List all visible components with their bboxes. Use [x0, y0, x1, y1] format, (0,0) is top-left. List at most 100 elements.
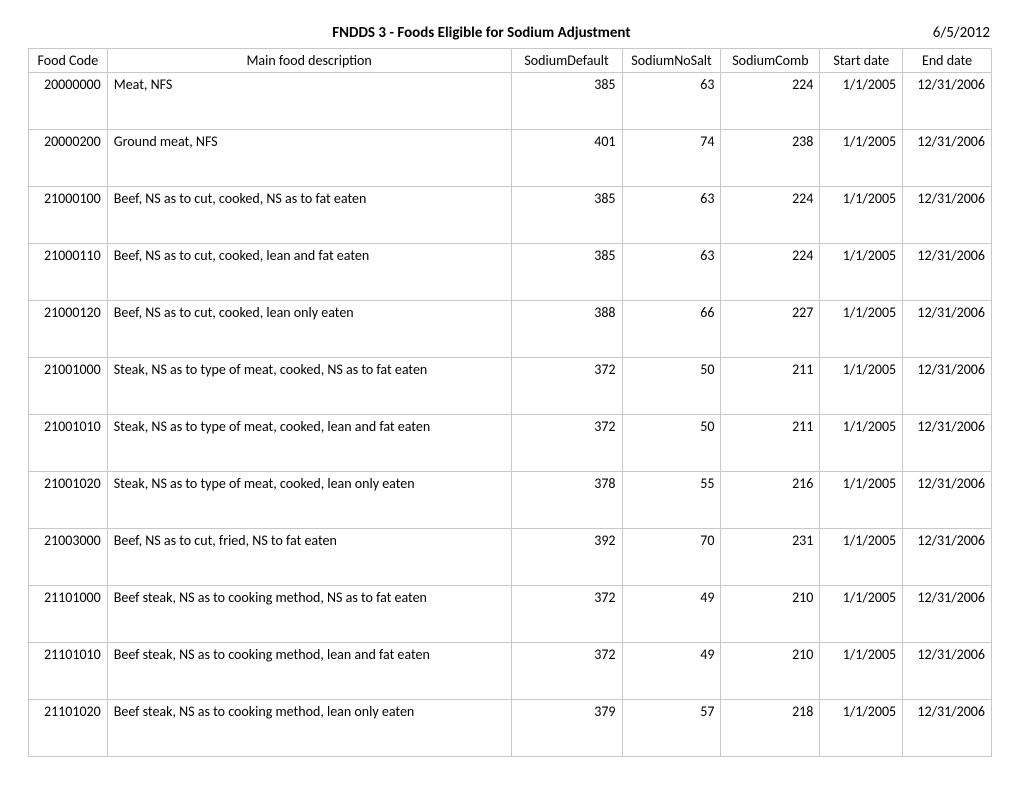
- cell-start-date: 1/1/2005: [820, 529, 903, 586]
- cell-end-date: 12/31/2006: [903, 244, 992, 301]
- cell-food-code: 21003000: [29, 529, 108, 586]
- cell-end-date: 12/31/2006: [903, 700, 992, 757]
- cell-sodium-default: 385: [511, 73, 622, 130]
- cell-sodium-default: 388: [511, 301, 622, 358]
- cell-end-date: 12/31/2006: [903, 187, 992, 244]
- table-row: 20000000Meat, NFS385632241/1/200512/31/2…: [29, 73, 992, 130]
- cell-end-date: 12/31/2006: [903, 643, 992, 700]
- cell-sodium-comb: 231: [721, 529, 820, 586]
- report-header: FNDDS 3 - Foods Eligible for Sodium Adju…: [28, 24, 992, 42]
- cell-food-code: 21001000: [29, 358, 108, 415]
- cell-description: Beef, NS as to cut, cooked, NS as to fat…: [107, 187, 511, 244]
- col-end-date: End date: [903, 49, 992, 73]
- cell-start-date: 1/1/2005: [820, 415, 903, 472]
- table-row: 21001000Steak, NS as to type of meat, co…: [29, 358, 992, 415]
- cell-description: Beef steak, NS as to cooking method, lea…: [107, 643, 511, 700]
- table-row: 21001010Steak, NS as to type of meat, co…: [29, 415, 992, 472]
- cell-start-date: 1/1/2005: [820, 187, 903, 244]
- cell-description: Beef steak, NS as to cooking method, lea…: [107, 700, 511, 757]
- table-row: 21000110Beef, NS as to cut, cooked, lean…: [29, 244, 992, 301]
- cell-food-code: 21000110: [29, 244, 108, 301]
- cell-sodium-comb: 211: [721, 358, 820, 415]
- cell-sodium-comb: 238: [721, 130, 820, 187]
- cell-start-date: 1/1/2005: [820, 700, 903, 757]
- col-sodium-nosalt: SodiumNoSalt: [622, 49, 721, 73]
- table-row: 21003000Beef, NS as to cut, fried, NS to…: [29, 529, 992, 586]
- col-sodium-comb: SodiumComb: [721, 49, 820, 73]
- cell-food-code: 21000120: [29, 301, 108, 358]
- cell-end-date: 12/31/2006: [903, 358, 992, 415]
- cell-sodium-nosalt: 57: [622, 700, 721, 757]
- cell-start-date: 1/1/2005: [820, 130, 903, 187]
- cell-description: Meat, NFS: [107, 73, 511, 130]
- cell-end-date: 12/31/2006: [903, 73, 992, 130]
- cell-end-date: 12/31/2006: [903, 415, 992, 472]
- cell-sodium-default: 378: [511, 472, 622, 529]
- cell-start-date: 1/1/2005: [820, 586, 903, 643]
- col-food-code: Food Code: [29, 49, 108, 73]
- cell-sodium-nosalt: 74: [622, 130, 721, 187]
- cell-sodium-comb: 218: [721, 700, 820, 757]
- cell-description: Steak, NS as to type of meat, cooked, NS…: [107, 358, 511, 415]
- table-row: 21001020Steak, NS as to type of meat, co…: [29, 472, 992, 529]
- report-title: FNDDS 3 - Foods Eligible for Sodium Adju…: [30, 24, 933, 42]
- cell-food-code: 21101000: [29, 586, 108, 643]
- cell-description: Beef, NS as to cut, cooked, lean and fat…: [107, 244, 511, 301]
- cell-sodium-default: 385: [511, 187, 622, 244]
- foods-table: Food Code Main food description SodiumDe…: [28, 48, 992, 757]
- cell-end-date: 12/31/2006: [903, 130, 992, 187]
- cell-food-code: 20000200: [29, 130, 108, 187]
- table-row: 21101000Beef steak, NS as to cooking met…: [29, 586, 992, 643]
- cell-sodium-default: 372: [511, 358, 622, 415]
- cell-start-date: 1/1/2005: [820, 301, 903, 358]
- cell-start-date: 1/1/2005: [820, 643, 903, 700]
- cell-sodium-nosalt: 49: [622, 586, 721, 643]
- cell-start-date: 1/1/2005: [820, 358, 903, 415]
- col-start-date: Start date: [820, 49, 903, 73]
- cell-food-code: 21001020: [29, 472, 108, 529]
- table-row: 21101010Beef steak, NS as to cooking met…: [29, 643, 992, 700]
- cell-end-date: 12/31/2006: [903, 529, 992, 586]
- cell-sodium-nosalt: 49: [622, 643, 721, 700]
- cell-sodium-comb: 210: [721, 643, 820, 700]
- cell-sodium-comb: 216: [721, 472, 820, 529]
- cell-sodium-nosalt: 50: [622, 415, 721, 472]
- cell-sodium-nosalt: 66: [622, 301, 721, 358]
- cell-sodium-nosalt: 63: [622, 73, 721, 130]
- cell-sodium-default: 372: [511, 643, 622, 700]
- cell-end-date: 12/31/2006: [903, 586, 992, 643]
- cell-sodium-default: 385: [511, 244, 622, 301]
- table-row: 21101020Beef steak, NS as to cooking met…: [29, 700, 992, 757]
- cell-sodium-comb: 224: [721, 187, 820, 244]
- cell-sodium-comb: 224: [721, 73, 820, 130]
- cell-description: Beef steak, NS as to cooking method, NS …: [107, 586, 511, 643]
- cell-sodium-nosalt: 63: [622, 244, 721, 301]
- cell-description: Steak, NS as to type of meat, cooked, le…: [107, 472, 511, 529]
- cell-end-date: 12/31/2006: [903, 472, 992, 529]
- cell-sodium-comb: 211: [721, 415, 820, 472]
- cell-start-date: 1/1/2005: [820, 73, 903, 130]
- table-row: 21000100Beef, NS as to cut, cooked, NS a…: [29, 187, 992, 244]
- table-row: 21000120Beef, NS as to cut, cooked, lean…: [29, 301, 992, 358]
- cell-description: Steak, NS as to type of meat, cooked, le…: [107, 415, 511, 472]
- table-row: 20000200Ground meat, NFS401742381/1/2005…: [29, 130, 992, 187]
- cell-sodium-comb: 224: [721, 244, 820, 301]
- cell-sodium-default: 372: [511, 415, 622, 472]
- cell-sodium-comb: 227: [721, 301, 820, 358]
- cell-sodium-nosalt: 70: [622, 529, 721, 586]
- cell-description: Beef, NS as to cut, fried, NS to fat eat…: [107, 529, 511, 586]
- cell-food-code: 20000000: [29, 73, 108, 130]
- cell-food-code: 21000100: [29, 187, 108, 244]
- table-header-row: Food Code Main food description SodiumDe…: [29, 49, 992, 73]
- cell-food-code: 21101020: [29, 700, 108, 757]
- cell-sodium-default: 392: [511, 529, 622, 586]
- cell-sodium-default: 379: [511, 700, 622, 757]
- cell-sodium-nosalt: 63: [622, 187, 721, 244]
- cell-sodium-nosalt: 50: [622, 358, 721, 415]
- col-sodium-default: SodiumDefault: [511, 49, 622, 73]
- cell-description: Beef, NS as to cut, cooked, lean only ea…: [107, 301, 511, 358]
- cell-start-date: 1/1/2005: [820, 472, 903, 529]
- cell-food-code: 21001010: [29, 415, 108, 472]
- report-date: 6/5/2012: [933, 24, 990, 42]
- cell-sodium-comb: 210: [721, 586, 820, 643]
